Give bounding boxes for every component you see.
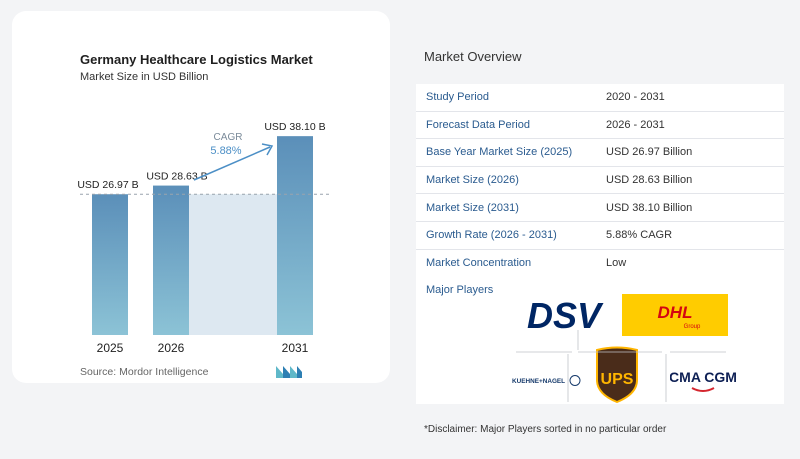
dhl-logo: DHL Group bbox=[622, 294, 728, 336]
dhl-group-text: Group bbox=[684, 324, 701, 330]
growth-band bbox=[189, 194, 277, 335]
data-label-2025: USD 26.97 B bbox=[77, 179, 138, 191]
tick-label-2026: 2026 bbox=[158, 341, 185, 355]
bar-chart: USD 26.97 B 2025 USD 28.63 B 2026 USD 38.10 … bbox=[77, 121, 330, 355]
logo-grid-lines bbox=[516, 330, 726, 402]
overview-row: Forecast Data Period 2026 - 2031 bbox=[416, 111, 784, 140]
row-value: 2026 - 2031 bbox=[606, 118, 665, 131]
overview-row: Market Size (2031) USD 38.10 Billion bbox=[416, 194, 784, 222]
overview-row: Study Period 2020 - 2031 bbox=[416, 84, 784, 112]
bar-2025 bbox=[92, 194, 128, 335]
row-value: USD 26.97 Billion bbox=[606, 146, 693, 159]
kuehne-nagel-text: KUEHNE+NAGEL bbox=[512, 378, 565, 385]
row-label: Market Concentration bbox=[426, 256, 532, 269]
source-line: Source: Mordor Intelligence bbox=[80, 366, 208, 378]
ups-logo-text: UPS bbox=[601, 371, 634, 388]
row-label: Forecast Data Period bbox=[426, 118, 530, 131]
dsv-logo-text: DSV bbox=[527, 295, 604, 336]
row-label: Study Period bbox=[426, 91, 489, 104]
tick-label-2031: 2031 bbox=[282, 341, 309, 355]
dhl-logo-text: DHL bbox=[658, 303, 693, 322]
overview-row: Growth Rate (2026 - 2031) 5.88% CAGR bbox=[416, 221, 784, 250]
row-label: Growth Rate (2026 - 2031) bbox=[426, 229, 557, 242]
data-label-2026: USD 28.63 B bbox=[146, 171, 207, 183]
overview-row: Base Year Market Size (2025) USD 26.97 B… bbox=[416, 139, 784, 167]
chart-subtitle: Market Size in USD Billion bbox=[80, 71, 209, 83]
row-value: Low bbox=[606, 256, 627, 269]
tick-label-2025: 2025 bbox=[97, 341, 124, 355]
players-title: Major Players bbox=[426, 284, 494, 296]
row-value: 5.88% CAGR bbox=[606, 229, 673, 242]
row-value: USD 28.63 Billion bbox=[606, 174, 693, 187]
cagr-arrow-line bbox=[193, 146, 271, 181]
ups-logo: UPS bbox=[596, 346, 638, 404]
dsv-logo: DSV bbox=[527, 295, 604, 336]
overview-table: Study Period 2020 - 2031 Forecast Data P… bbox=[416, 84, 784, 278]
row-value: 2020 - 2031 bbox=[606, 91, 665, 104]
row-label: Market Size (2031) bbox=[426, 201, 519, 214]
kuehne-nagel-logo: KUEHNE+NAGEL bbox=[512, 375, 581, 386]
bar-2031 bbox=[277, 136, 313, 335]
overview-row: Market Size (2026) USD 28.63 Billion bbox=[416, 166, 784, 195]
chart-title: Germany Healthcare Logistics Market bbox=[80, 52, 313, 67]
overview-title: Market Overview bbox=[424, 49, 522, 64]
cma-cgm-text: CMA CGM bbox=[670, 369, 736, 385]
row-label: Market Size (2026) bbox=[426, 174, 519, 187]
major-players-box: Major Players DSV DHL Group KUEHNE+NAGEL… bbox=[416, 272, 784, 404]
cagr-label: CAGR bbox=[214, 132, 243, 143]
source-name: Mordor Intelligence bbox=[119, 366, 209, 378]
bar-2026 bbox=[153, 185, 189, 335]
data-label-2031: USD 38.10 B bbox=[264, 121, 325, 133]
source-label: Source: bbox=[80, 366, 117, 378]
cma-cgm-logo: CMA CGM bbox=[670, 369, 736, 392]
row-label: Base Year Market Size (2025) bbox=[426, 146, 573, 159]
disclaimer: *Disclaimer: Major Players sorted in no … bbox=[424, 424, 667, 435]
cagr-arrow-head bbox=[261, 143, 274, 156]
mordor-logo-icon bbox=[276, 366, 302, 378]
cagr-value: 5.88% bbox=[210, 145, 241, 157]
row-value: USD 38.10 Billion bbox=[606, 201, 693, 214]
